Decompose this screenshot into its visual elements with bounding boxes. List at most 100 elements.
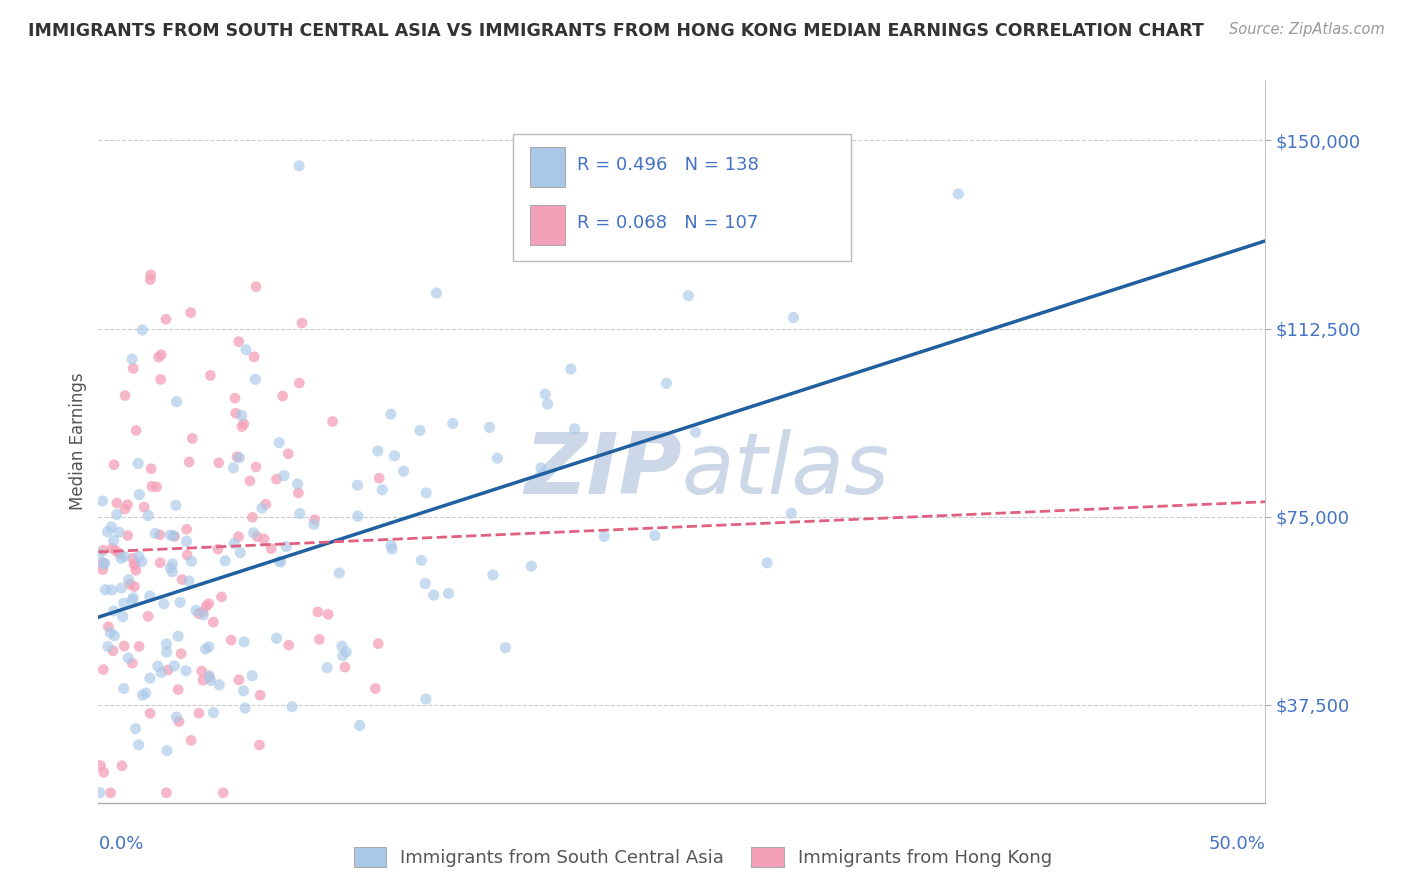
Point <box>136 609 159 624</box>
Point <box>208 456 231 470</box>
Point <box>235 343 257 357</box>
Point <box>91 494 114 508</box>
Point <box>150 665 173 680</box>
Point <box>232 417 254 431</box>
Point <box>270 555 292 569</box>
Point <box>194 642 217 657</box>
Point <box>125 563 148 577</box>
Point <box>478 420 501 434</box>
Point <box>392 464 415 478</box>
Point <box>169 595 191 609</box>
Point <box>108 525 131 540</box>
Point <box>103 629 125 643</box>
Point <box>200 673 222 688</box>
Point <box>239 474 262 488</box>
Point <box>195 599 218 614</box>
Point <box>136 508 159 523</box>
Point <box>245 372 267 386</box>
Point <box>308 632 330 647</box>
Point <box>167 629 190 643</box>
Point <box>117 651 139 665</box>
Point <box>211 590 233 604</box>
Point <box>212 786 235 800</box>
Point <box>249 688 271 702</box>
Point <box>228 530 250 544</box>
Point <box>530 461 553 475</box>
Point <box>249 738 271 752</box>
Point <box>191 673 214 688</box>
Point <box>413 576 436 591</box>
Point <box>112 549 135 564</box>
Point <box>330 639 353 653</box>
Point <box>269 435 291 450</box>
Point <box>328 566 350 580</box>
Point <box>614 208 637 222</box>
Text: 0.0%: 0.0% <box>98 835 143 854</box>
Point <box>181 432 204 446</box>
Point <box>180 305 202 319</box>
Point <box>415 486 437 500</box>
Point <box>288 159 311 173</box>
Point <box>121 352 143 367</box>
Point <box>155 637 177 651</box>
Point <box>380 538 402 552</box>
Point <box>117 498 139 512</box>
Point <box>91 556 114 570</box>
Point <box>316 607 339 622</box>
Text: Source: ZipAtlas.com: Source: ZipAtlas.com <box>1229 22 1385 37</box>
Point <box>101 541 124 556</box>
Point <box>103 533 125 548</box>
Point <box>89 786 111 800</box>
Point <box>128 549 150 564</box>
Point <box>266 632 288 646</box>
Point <box>139 589 162 603</box>
Point <box>103 458 125 472</box>
Point <box>155 786 177 800</box>
Point <box>226 450 249 464</box>
Point <box>364 681 387 696</box>
Point <box>287 477 309 491</box>
Point <box>536 397 558 411</box>
Point <box>114 388 136 402</box>
Point <box>321 415 343 429</box>
Point <box>240 669 263 683</box>
Point <box>486 451 509 466</box>
Point <box>139 268 162 282</box>
Point <box>222 536 245 550</box>
Point <box>177 574 200 588</box>
Point <box>122 558 145 572</box>
Point <box>288 507 311 521</box>
Point <box>228 450 250 465</box>
Point <box>655 376 678 391</box>
Point <box>271 389 294 403</box>
Point <box>245 460 267 475</box>
Point <box>156 663 179 677</box>
Point <box>170 647 193 661</box>
Point <box>149 372 172 386</box>
Point <box>105 496 128 510</box>
Point <box>482 568 505 582</box>
Point <box>198 670 221 684</box>
Point <box>243 350 266 364</box>
Point <box>93 557 115 571</box>
Point <box>228 673 250 687</box>
Point <box>233 635 256 649</box>
Point <box>100 582 122 597</box>
Point <box>349 718 371 732</box>
Point <box>219 633 242 648</box>
Point <box>139 461 162 475</box>
Point <box>346 478 368 492</box>
Point <box>368 471 391 485</box>
Point <box>125 424 148 438</box>
Point <box>165 710 187 724</box>
Point <box>304 513 326 527</box>
Point <box>367 443 389 458</box>
Point <box>153 597 176 611</box>
Bar <box>530 205 565 245</box>
Point <box>148 350 170 364</box>
Point <box>156 645 179 659</box>
Point <box>174 664 197 678</box>
Point <box>564 422 586 436</box>
Point <box>134 500 156 514</box>
Point <box>437 586 460 600</box>
